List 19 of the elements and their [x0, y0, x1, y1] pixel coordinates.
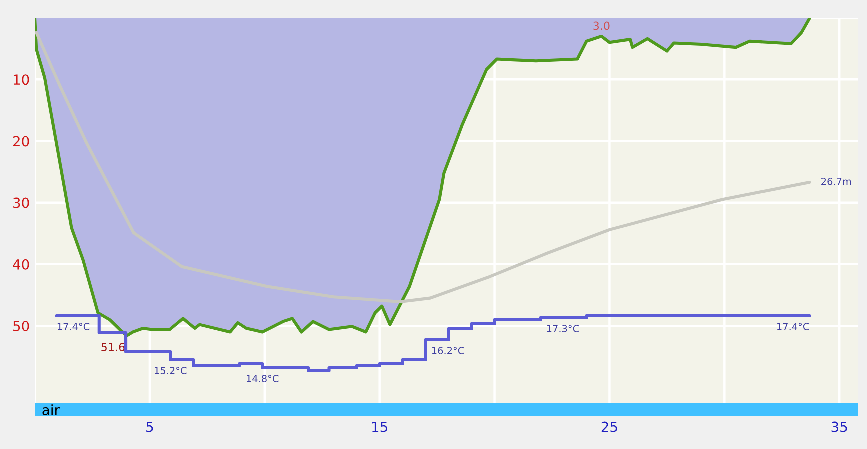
data-label: 26.7m: [822, 178, 852, 186]
annotation: 3.0: [594, 22, 610, 30]
data-label: 17.3°C: [547, 325, 580, 332]
y-tick-label: 20: [13, 136, 30, 147]
y-tick-label: 30: [14, 198, 30, 208]
annotation: 51.6: [102, 343, 125, 352]
y-tick-label: 40: [13, 259, 30, 270]
y-tick-label: 10: [14, 74, 30, 86]
x-tick-label: 25: [602, 422, 618, 432]
x-tick-label: 15: [372, 422, 388, 432]
x-tick-label: 5: [146, 422, 154, 432]
data-label: 14.8°C: [247, 375, 279, 382]
data-label: 17.4°C: [777, 323, 810, 330]
y-tick-label: 50: [14, 321, 30, 332]
data-label: 17.4°C: [58, 323, 90, 330]
x-tick-label: 35: [832, 422, 848, 432]
data-label: 15.2°C: [155, 367, 187, 374]
band-label: air: [42, 404, 60, 416]
data-label: 16.2°C: [432, 347, 464, 354]
